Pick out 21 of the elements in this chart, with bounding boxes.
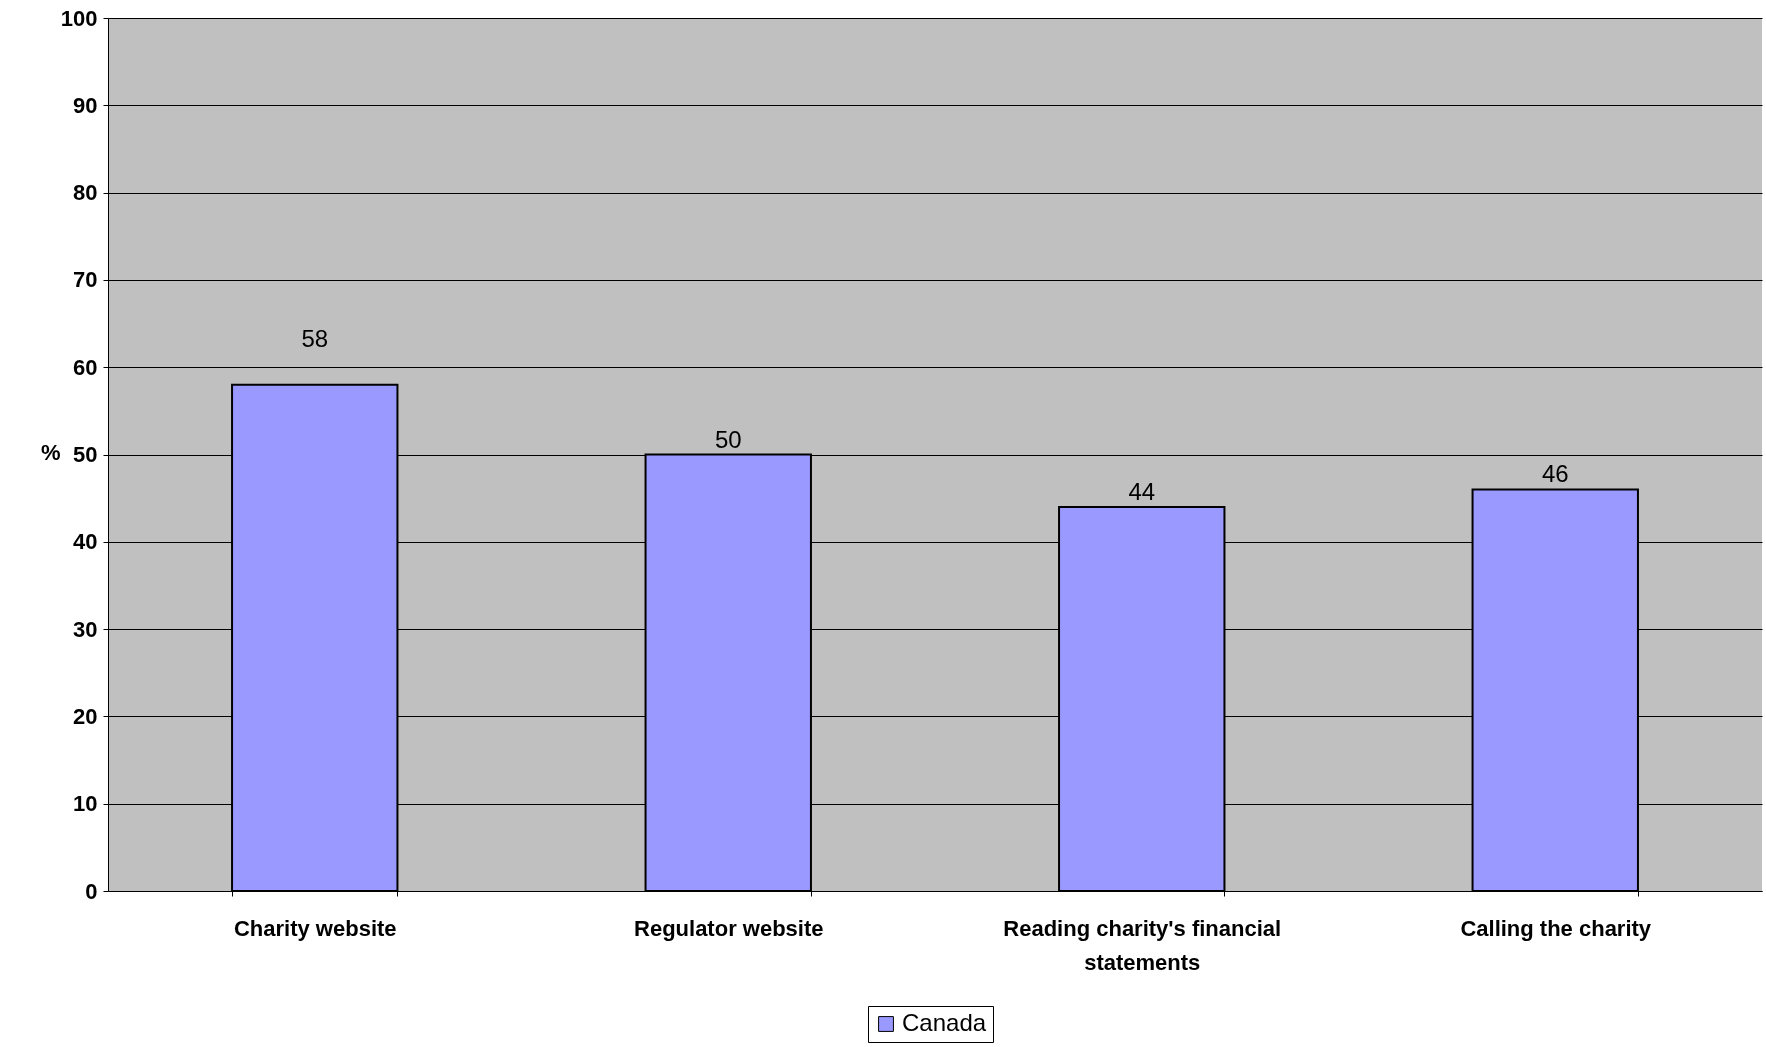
y-tick-label: 90 (73, 92, 98, 118)
data-label: 44 (1128, 477, 1156, 505)
x-tick-label: Regulator website (634, 915, 824, 941)
x-tick-label: Calling the charity (1460, 915, 1652, 941)
y-tick-label: 10 (73, 791, 98, 817)
y-tick-label: 100 (60, 5, 98, 31)
x-tick-label: Reading charity's financial statements (1003, 915, 1282, 975)
y-tick-label: 0 (85, 878, 98, 904)
y-tick-label: 80 (73, 180, 98, 206)
legend-label: Canada (902, 1009, 987, 1036)
y-axis-title: % (40, 439, 61, 465)
y-tick-label: 40 (73, 529, 98, 555)
y-tick-label: 70 (73, 267, 98, 293)
x-tick-label: Charity website (233, 915, 397, 941)
data-label: 50 (714, 425, 742, 453)
data-label: 58 (301, 324, 329, 352)
y-tick-label: 20 (73, 703, 98, 729)
y-tick-label: 30 (73, 616, 98, 642)
y-tick-label: 50 (73, 442, 98, 467)
data-label: 46 (1541, 460, 1569, 488)
y-tick-label: 60 (73, 354, 98, 380)
